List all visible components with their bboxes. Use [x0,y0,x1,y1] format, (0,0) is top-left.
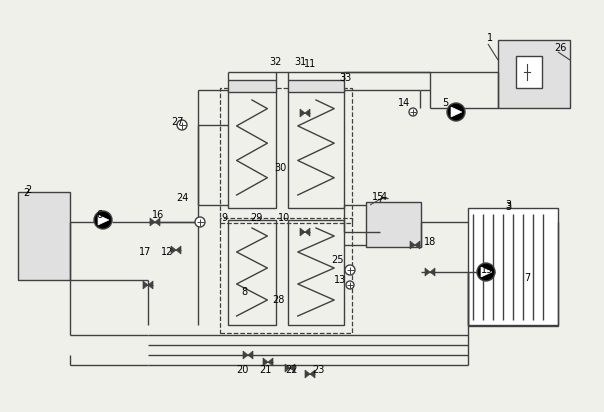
Text: 24: 24 [176,193,188,203]
Text: 10: 10 [278,213,290,223]
Bar [18,192,70,280]
Bar [228,80,276,92]
Text: 20: 20 [236,365,248,375]
Bar [220,218,352,333]
Polygon shape [300,109,305,117]
Polygon shape [263,358,268,366]
Circle shape [447,103,465,121]
Text: 3: 3 [505,202,511,212]
Polygon shape [415,241,420,249]
Circle shape [345,265,355,275]
Polygon shape [451,107,462,117]
Bar [498,40,570,108]
Circle shape [94,211,112,229]
Text: 8: 8 [241,287,247,297]
Polygon shape [148,281,153,289]
Polygon shape [425,268,430,276]
Bar [228,90,276,208]
Bar [468,208,558,326]
Text: 2: 2 [23,188,29,198]
Text: 22: 22 [286,365,298,375]
Polygon shape [305,228,310,236]
Text: 19: 19 [481,265,493,275]
Polygon shape [430,268,435,276]
Text: 17: 17 [139,247,151,257]
Polygon shape [481,267,492,277]
Text: 11: 11 [304,59,316,69]
Polygon shape [243,351,248,359]
Polygon shape [171,246,176,254]
Text: 33: 33 [339,73,351,83]
Text: 5: 5 [442,98,448,108]
Text: 29: 29 [250,213,262,223]
Bar [366,202,421,247]
Text: 7: 7 [524,273,530,283]
Text: 14: 14 [398,98,410,108]
Polygon shape [98,215,109,225]
Polygon shape [290,364,295,372]
Circle shape [177,120,187,130]
Text: 9: 9 [221,213,227,223]
Circle shape [409,108,417,116]
Polygon shape [176,246,181,254]
Circle shape [477,263,495,281]
Text: 30: 30 [274,163,286,173]
Text: 31: 31 [294,57,306,67]
Polygon shape [143,281,148,289]
Text: 16: 16 [152,210,164,220]
Bar [288,90,344,208]
Text: 15: 15 [372,192,384,202]
Bar [288,220,344,325]
Polygon shape [310,370,315,378]
Text: 21: 21 [259,365,271,375]
Text: 2: 2 [25,185,31,195]
Bar [288,80,344,92]
Text: 6: 6 [96,210,102,220]
Polygon shape [305,370,310,378]
Polygon shape [268,358,273,366]
Bar [516,56,542,88]
Circle shape [195,217,205,227]
Text: 1: 1 [487,33,493,43]
Bar [228,220,276,325]
Text: 32: 32 [270,57,282,67]
Text: 27: 27 [172,117,184,127]
Text: 23: 23 [312,365,324,375]
Text: 12: 12 [161,247,173,257]
Bar [220,88,352,223]
Polygon shape [248,351,253,359]
Polygon shape [285,364,290,372]
Polygon shape [410,241,415,249]
Polygon shape [150,218,155,226]
Circle shape [346,281,354,289]
Polygon shape [155,218,160,226]
Text: 4: 4 [381,192,387,202]
Text: 28: 28 [272,295,284,305]
Text: 26: 26 [554,43,566,53]
Polygon shape [300,228,305,236]
Text: 13: 13 [334,275,346,285]
Polygon shape [305,109,310,117]
Text: 3: 3 [505,200,511,210]
Text: 25: 25 [332,255,344,265]
Text: 18: 18 [424,237,436,247]
